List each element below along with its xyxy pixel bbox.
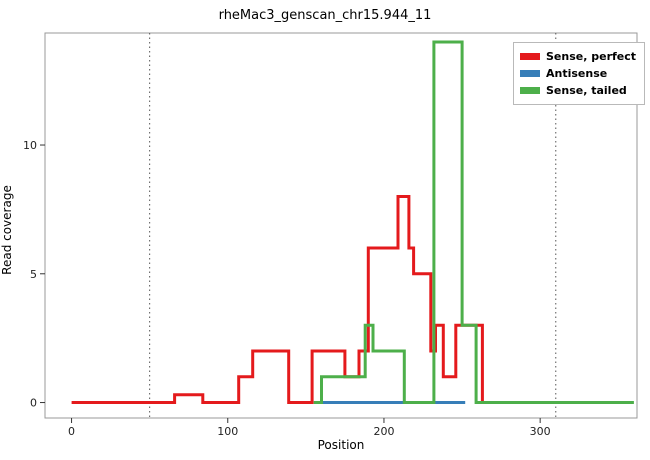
x-tick-label: 300	[530, 425, 551, 438]
legend-key-swatch	[520, 87, 540, 94]
legend: Sense, perfect Antisense Sense, tailed	[513, 42, 646, 105]
x-tick-label: 200	[373, 425, 394, 438]
legend-item: Antisense	[520, 65, 636, 82]
y-tick-label: 0	[30, 397, 37, 410]
y-tick-label: 10	[23, 139, 37, 152]
x-tick-label: 0	[68, 425, 75, 438]
legend-item-label: Sense, tailed	[546, 84, 627, 97]
series-line-sense-tailed	[313, 40, 634, 404]
y-axis-label: Read coverage	[0, 185, 14, 275]
legend-item: Sense, perfect	[520, 48, 636, 65]
x-tick-label: 100	[217, 425, 238, 438]
legend-item-label: Antisense	[546, 67, 608, 80]
legend-item-label: Sense, perfect	[546, 50, 637, 63]
legend-key-swatch	[520, 70, 540, 77]
legend-item: Sense, tailed	[520, 82, 636, 99]
chart-title: rheMac3_genscan_chr15.944_11	[218, 8, 432, 23]
y-tick-label: 5	[30, 268, 37, 281]
x-axis-label: Position	[317, 438, 365, 452]
series-line-sense-perfect	[71, 195, 494, 404]
legend-key-swatch	[520, 53, 540, 60]
